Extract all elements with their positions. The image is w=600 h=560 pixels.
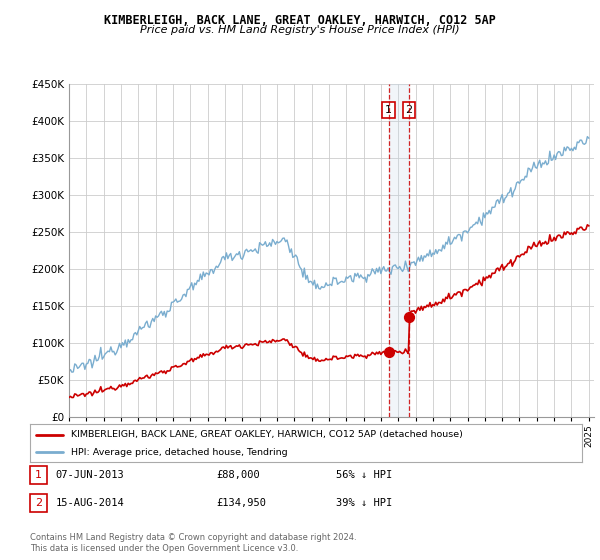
Point [404, 313, 414, 322]
Text: 1: 1 [35, 470, 42, 480]
Text: 56% ↓ HPI: 56% ↓ HPI [336, 470, 392, 480]
Text: £88,000: £88,000 [216, 470, 260, 480]
Text: Contains HM Land Registry data © Crown copyright and database right 2024.
This d: Contains HM Land Registry data © Crown c… [30, 533, 356, 553]
Text: HPI: Average price, detached house, Tendring: HPI: Average price, detached house, Tend… [71, 448, 288, 457]
Bar [389, 84, 409, 417]
Text: KIMBERLEIGH, BACK LANE, GREAT OAKLEY, HARWICH, CO12 5AP: KIMBERLEIGH, BACK LANE, GREAT OAKLEY, HA… [104, 14, 496, 27]
Text: Price paid vs. HM Land Registry's House Price Index (HPI): Price paid vs. HM Land Registry's House … [140, 25, 460, 35]
Text: 2: 2 [406, 105, 413, 115]
Text: 15-AUG-2014: 15-AUG-2014 [56, 498, 125, 508]
Point [384, 348, 394, 357]
Text: £134,950: £134,950 [216, 498, 266, 508]
Text: 1: 1 [385, 105, 392, 115]
Text: 2: 2 [35, 498, 42, 508]
Text: 39% ↓ HPI: 39% ↓ HPI [336, 498, 392, 508]
Text: 07-JUN-2013: 07-JUN-2013 [56, 470, 125, 480]
Text: KIMBERLEIGH, BACK LANE, GREAT OAKLEY, HARWICH, CO12 5AP (detached house): KIMBERLEIGH, BACK LANE, GREAT OAKLEY, HA… [71, 430, 463, 439]
